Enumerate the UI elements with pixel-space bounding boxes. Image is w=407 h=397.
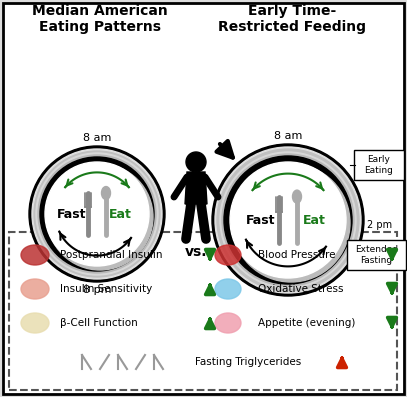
Circle shape bbox=[40, 157, 154, 271]
Text: Early
Eating: Early Eating bbox=[365, 155, 394, 175]
Text: Early Time-
Restricted Feeding: Early Time- Restricted Feeding bbox=[218, 4, 366, 34]
Circle shape bbox=[215, 147, 361, 293]
Text: Postprandial Insulin: Postprandial Insulin bbox=[60, 250, 162, 260]
Ellipse shape bbox=[215, 279, 241, 299]
FancyBboxPatch shape bbox=[347, 240, 406, 270]
Text: 8 am: 8 am bbox=[274, 131, 302, 141]
Text: Appetite (evening): Appetite (evening) bbox=[258, 318, 355, 328]
Circle shape bbox=[32, 149, 162, 279]
Ellipse shape bbox=[21, 245, 49, 265]
Text: Extended
Fasting: Extended Fasting bbox=[355, 245, 398, 265]
Ellipse shape bbox=[215, 313, 241, 333]
Circle shape bbox=[230, 162, 346, 278]
Circle shape bbox=[38, 155, 156, 273]
Circle shape bbox=[34, 151, 160, 277]
Circle shape bbox=[222, 154, 354, 286]
Circle shape bbox=[45, 162, 149, 266]
Ellipse shape bbox=[215, 245, 241, 265]
Text: β-Cell Function: β-Cell Function bbox=[60, 318, 138, 328]
FancyBboxPatch shape bbox=[354, 150, 404, 180]
Text: Fast: Fast bbox=[57, 208, 87, 220]
Circle shape bbox=[217, 149, 359, 291]
Text: Insulin Sensitivity: Insulin Sensitivity bbox=[60, 284, 152, 294]
FancyBboxPatch shape bbox=[3, 3, 404, 394]
Ellipse shape bbox=[21, 279, 49, 299]
Text: Oxidative Stress: Oxidative Stress bbox=[258, 284, 344, 294]
Ellipse shape bbox=[21, 313, 49, 333]
Circle shape bbox=[36, 153, 158, 275]
Ellipse shape bbox=[293, 190, 302, 203]
Text: 8 pm: 8 pm bbox=[83, 285, 111, 295]
Circle shape bbox=[232, 164, 350, 282]
Text: Fasting Triglycerides: Fasting Triglycerides bbox=[195, 357, 301, 367]
Circle shape bbox=[224, 156, 352, 284]
Text: 2 pm: 2 pm bbox=[367, 220, 392, 230]
Text: Median American
Eating Patterns: Median American Eating Patterns bbox=[32, 4, 168, 34]
FancyBboxPatch shape bbox=[9, 232, 397, 390]
Circle shape bbox=[186, 152, 206, 172]
Ellipse shape bbox=[101, 187, 110, 200]
Circle shape bbox=[212, 144, 364, 296]
Circle shape bbox=[29, 146, 165, 282]
Text: vs.: vs. bbox=[185, 245, 207, 259]
Polygon shape bbox=[185, 172, 207, 204]
Text: Eat: Eat bbox=[303, 214, 326, 227]
Text: 8 am: 8 am bbox=[83, 133, 111, 143]
Circle shape bbox=[220, 152, 356, 288]
Text: Blood Pressure: Blood Pressure bbox=[258, 250, 335, 260]
Text: Eat: Eat bbox=[109, 208, 132, 220]
Circle shape bbox=[47, 164, 153, 270]
Text: Fast: Fast bbox=[245, 214, 275, 227]
